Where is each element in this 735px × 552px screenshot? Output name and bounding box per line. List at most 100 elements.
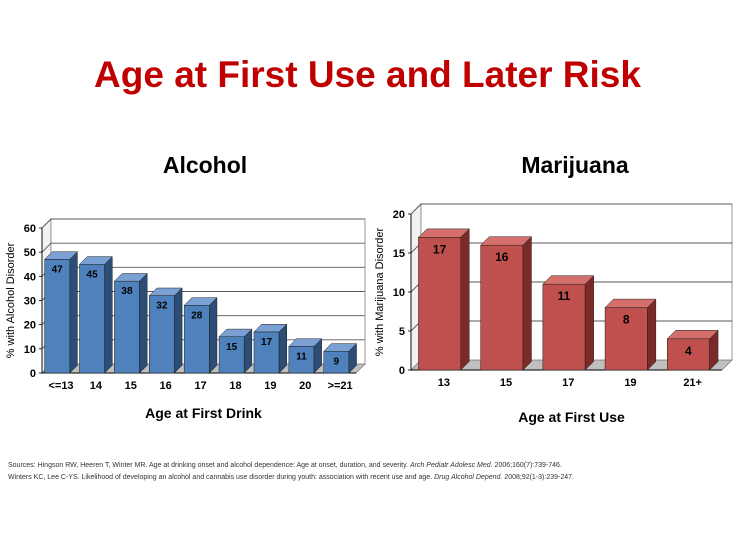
- y-tick-label: 15: [393, 248, 405, 260]
- x-tick-label: 18: [229, 380, 241, 392]
- bar-front: [149, 295, 175, 374]
- x-tick-label: 15: [500, 377, 512, 389]
- bar-side: [460, 228, 470, 371]
- bar: 15: [218, 328, 253, 374]
- x-tick-label: >=21: [328, 380, 353, 392]
- bar-top: [113, 273, 148, 282]
- bar-front: [667, 338, 710, 371]
- bar-top: [480, 236, 533, 246]
- bar-front: [480, 244, 524, 371]
- bar: 28: [183, 297, 218, 374]
- data-label: 17: [433, 242, 447, 256]
- gridline: [41, 218, 365, 229]
- y-tick-label: 40: [24, 271, 36, 283]
- bar-series: 47 45 38 32 28 15 17 11 9: [44, 251, 358, 374]
- alcohol-chart-title: Alcohol: [162, 152, 248, 178]
- sources-citation: Sources: Hingson RW, Heeren T, Winter MR…: [8, 460, 728, 484]
- marijuana-chart-title: Marijuana: [521, 152, 629, 178]
- x-tick-label: 15: [125, 380, 137, 392]
- bar-front: [79, 264, 105, 374]
- data-label: 9: [334, 356, 340, 367]
- source-1-tail: 2006;160(7):739-746.: [494, 462, 562, 469]
- bar: 45: [78, 255, 113, 374]
- x-tick-label: 17: [194, 380, 206, 392]
- bar-front: [218, 336, 245, 374]
- y-tick-label: 30: [24, 296, 36, 308]
- bar-top: [604, 298, 657, 308]
- gridline: [410, 203, 732, 215]
- bar-side: [278, 323, 287, 374]
- slide-title: Age at First Use and Later Risk: [94, 54, 641, 95]
- bar-front: [542, 283, 586, 371]
- data-label: 47: [52, 264, 64, 275]
- data-label: 16: [495, 250, 509, 264]
- data-label: 8: [623, 313, 630, 327]
- bar: 17: [253, 323, 288, 374]
- bar-top: [542, 275, 595, 285]
- x-tick-label: 14: [90, 380, 103, 392]
- bar-top: [148, 287, 183, 296]
- data-label: 11: [558, 289, 571, 303]
- data-label: 38: [121, 286, 133, 297]
- y-tick-label: 0: [399, 365, 405, 377]
- data-label: 32: [156, 301, 168, 312]
- bar-top: [78, 256, 113, 265]
- bar: 8: [604, 298, 657, 371]
- gridline: [41, 242, 365, 253]
- bar-side: [584, 275, 594, 371]
- bar: 9: [323, 342, 358, 374]
- bar: 47: [44, 251, 79, 374]
- data-label: 17: [261, 337, 273, 348]
- x-tick-label: 13: [438, 377, 450, 389]
- bar-top: [417, 228, 470, 238]
- source-line-2: Winters KC, Lee C-YS. Likelihood of deve…: [8, 472, 728, 484]
- bar-top: [253, 324, 288, 333]
- bar-side: [69, 251, 78, 374]
- source-2-journal: Drug Alcohol Depend.: [434, 474, 503, 481]
- bar-side: [647, 298, 657, 371]
- bar-top: [323, 343, 358, 352]
- bar-front: [114, 280, 140, 374]
- source-2-tail: 2008;92(1-3):239-247.: [504, 474, 574, 481]
- x-axis-title: Age at First Drink: [145, 405, 262, 421]
- bar-front: [253, 331, 280, 374]
- source-line-1: Sources: Hingson RW, Heeren T, Winter MR…: [8, 460, 728, 472]
- bar-top: [666, 330, 719, 340]
- x-tick-label: 19: [624, 377, 636, 389]
- x-tick-label: 16: [160, 380, 172, 392]
- bar-side: [139, 272, 148, 374]
- y-tick-label: 50: [24, 247, 36, 259]
- bar-side: [104, 255, 113, 374]
- marijuana-bar-chart: 0 5 10 15 20 17 16 11 8 4 13 15 17 19 21+ Age at First …: [374, 203, 733, 425]
- bar: 11: [288, 338, 323, 374]
- x-tick-label: <=13: [48, 380, 73, 392]
- bar-front: [418, 237, 461, 371]
- bar-side: [522, 236, 532, 371]
- bar: 17: [417, 228, 470, 371]
- y-tick-label: 5: [399, 326, 405, 338]
- bar-side: [174, 287, 183, 374]
- y-tick-label: 60: [24, 223, 36, 235]
- y-tick-label: 10: [24, 344, 36, 356]
- x-tick-label: 21+: [683, 377, 702, 389]
- bar: 38: [113, 272, 148, 374]
- data-label: 15: [226, 342, 238, 353]
- bar-front: [44, 259, 71, 374]
- bar-top: [44, 251, 79, 260]
- bar-top: [218, 328, 253, 337]
- data-label: 11: [296, 351, 307, 362]
- y-tick-label: 20: [393, 209, 405, 221]
- y-tick-label: 0: [30, 368, 36, 380]
- bar: 4: [666, 329, 719, 371]
- bar: 32: [148, 287, 183, 374]
- data-label: 4: [685, 344, 692, 358]
- bar-series: 17 16 11 8 4: [417, 228, 719, 371]
- y-tick-label: 10: [393, 287, 405, 299]
- bar-side: [209, 297, 218, 374]
- x-tick-label: 20: [299, 380, 311, 392]
- bar-top: [183, 297, 218, 306]
- alcohol-bar-chart: 0 10 20 30 40 50 60 47 45 38 32 28 15 17 11 9 <=13 14 15 16…: [5, 218, 366, 421]
- source-2-text: Winters KC, Lee C-YS. Likelihood of deve…: [8, 474, 433, 481]
- data-label: 45: [87, 269, 99, 280]
- data-label: 28: [191, 310, 203, 321]
